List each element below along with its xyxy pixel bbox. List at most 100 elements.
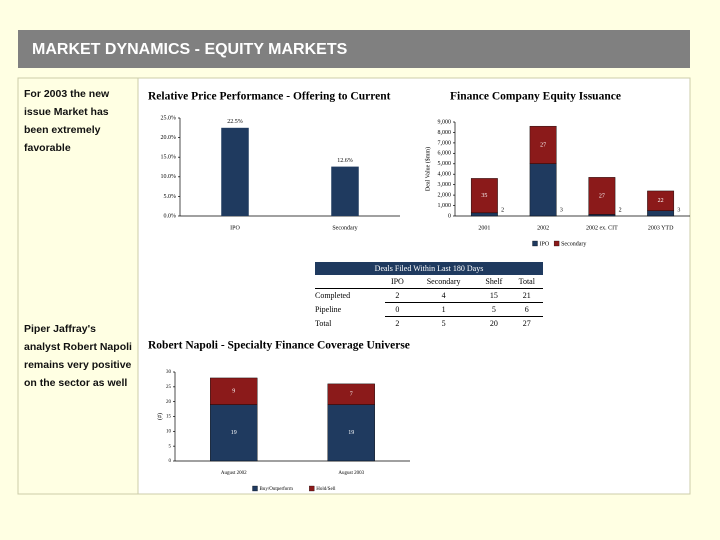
y-tick-label: 25.0%: [161, 115, 177, 121]
y-tick-label: 30: [166, 370, 172, 375]
x-tick-label: 2002 ex. CIT: [586, 225, 618, 231]
x-tick-label: 2001: [478, 225, 490, 231]
header-bar: [18, 30, 690, 68]
x-tick-label: August 2002: [221, 471, 247, 476]
data-label: 19: [231, 430, 237, 436]
data-label: 22.5%: [227, 119, 243, 125]
legend-swatch: [553, 240, 560, 247]
legend-swatch: [252, 485, 258, 492]
table-header: IPO: [384, 275, 411, 289]
y-tick-label: 0: [169, 459, 172, 464]
table-cell: 1: [410, 302, 478, 317]
legend-label: IPO: [540, 241, 550, 247]
table-cell: Total: [315, 318, 332, 328]
bar-segment: [588, 177, 616, 215]
chart-title: Relative Price Performance - Offering to…: [148, 91, 391, 103]
y-tick-label: 10: [166, 429, 172, 434]
deal-count-label: 27: [599, 193, 605, 199]
data-label: 9: [232, 389, 235, 395]
table-title: Deals Filed Within Last 180 Days: [374, 264, 484, 273]
table-header: Shelf: [477, 275, 511, 289]
deal-count-label: 3: [677, 207, 680, 213]
deal-count-label: 3: [560, 207, 563, 213]
chart-title: Finance Company Equity Issuance: [450, 91, 621, 103]
bar-segment: [588, 214, 616, 217]
bar-segment: [647, 190, 675, 211]
y-tick-label: 15.0%: [161, 155, 177, 161]
table-cell: 20: [489, 319, 498, 328]
page-title: MARKET DYNAMICS - EQUITY MARKETS: [32, 41, 348, 58]
bar-segment: [210, 404, 258, 462]
table-cell: 21: [510, 288, 543, 303]
y-tick-label: 5.0%: [164, 194, 177, 200]
sidebar-note: Piper Jaffray's analyst Robert Napoli re…: [24, 323, 132, 389]
x-tick-label: 2002: [537, 225, 549, 231]
chart-title: Robert Napoli - Specialty Finance Covera…: [148, 340, 410, 352]
deal-count-label: 22: [658, 198, 664, 204]
x-tick-label: 2003 YTD: [648, 225, 674, 231]
table-cell: 2: [395, 319, 400, 328]
legend-label: Buy/Outperform: [260, 487, 293, 492]
table-header: Total: [510, 275, 543, 289]
x-tick-label: Secondary: [332, 225, 357, 231]
y-tick-label: 6,000: [438, 151, 452, 157]
x-tick-label: IPO: [230, 225, 240, 231]
deal-count-label: 2: [619, 207, 622, 213]
bar-segment: [327, 383, 375, 405]
y-tick-label: 0.0%: [164, 213, 177, 219]
sidebar-panel: [17, 77, 139, 495]
table-cell: Pipeline: [315, 305, 342, 314]
bar-segment: [647, 210, 675, 217]
y-tick-label: 3,000: [438, 182, 452, 188]
bar-segment: [470, 212, 498, 217]
y-tick-label: 20: [166, 400, 172, 405]
table-cell: 0: [384, 302, 411, 317]
table-cell: 27: [522, 319, 531, 328]
y-tick-label: 4,000: [438, 172, 452, 178]
bar-segment: [210, 377, 258, 405]
deal-count-label: 35: [481, 193, 487, 199]
y-tick-label: 15: [166, 415, 172, 420]
table-header: Secondary: [410, 275, 478, 289]
bar: [331, 166, 359, 216]
bar-segment: [470, 178, 498, 214]
y-tick-label: 2,000: [438, 192, 452, 198]
table-cell: 5: [441, 319, 446, 328]
y-axis-label: Deal Value ($mm): [424, 147, 431, 191]
data-label: 12.6%: [337, 158, 353, 164]
y-tick-label: 8,000: [438, 130, 452, 136]
table-cell: 2: [384, 288, 411, 303]
sidebar-note: For 2003 the new issue Market has been e…: [24, 88, 110, 154]
y-axis-label: (#): [156, 413, 163, 420]
legend-swatch: [309, 485, 315, 492]
legend-label: Hold/Sell: [316, 487, 336, 492]
y-tick-label: 1,000: [438, 203, 452, 209]
bar-segment: [529, 125, 557, 164]
y-tick-label: 5,000: [438, 161, 452, 167]
table-cell: 4: [410, 288, 478, 303]
bar-segment: [529, 163, 557, 217]
deals-table: Deals Filed Within Last 180 Days IPO Seco…: [315, 262, 543, 330]
data-label: 19: [348, 430, 354, 436]
bar: [221, 127, 249, 216]
y-tick-label: 5: [169, 444, 172, 449]
table-cell: 5: [477, 302, 511, 317]
table-cell: 15: [477, 288, 511, 303]
y-tick-label: 10.0%: [161, 174, 177, 180]
bar-segment: [327, 404, 375, 462]
y-tick-label: 0: [448, 213, 451, 219]
data-label: 7: [350, 392, 353, 398]
y-tick-label: 9,000: [438, 119, 452, 125]
x-tick-label: August 2003: [338, 471, 364, 476]
table-cell: Completed: [315, 291, 351, 301]
y-tick-label: 20.0%: [161, 135, 177, 141]
y-tick-label: 25: [166, 385, 172, 390]
deal-count-label: 27: [540, 142, 546, 148]
y-tick-label: 7,000: [438, 140, 452, 146]
legend-label: Secondary: [561, 241, 586, 247]
deal-count-label: 2: [501, 207, 504, 213]
table-cell: 6: [510, 302, 543, 317]
legend-swatch: [532, 240, 538, 247]
